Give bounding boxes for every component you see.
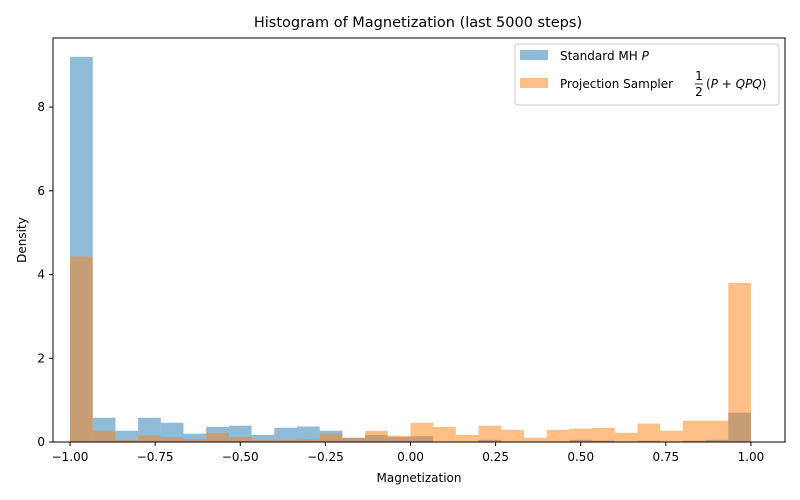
series-1-bar-10	[297, 426, 320, 442]
x-tick-label: 0.75	[652, 450, 679, 464]
y-axis-label: Density	[15, 217, 29, 263]
y-tick-label: 8	[37, 100, 45, 114]
series-2-bar-14	[387, 435, 411, 442]
legend-standard-mh-symbol: P	[642, 49, 650, 63]
y-tick-label: 6	[37, 184, 45, 198]
x-tick-label: −0.50	[222, 450, 259, 464]
series-2-bar-1	[92, 430, 116, 442]
series-2-bar-5	[183, 439, 207, 442]
series-2-bar-21	[546, 429, 570, 442]
legend-formula-open: (	[706, 77, 711, 91]
series-2-bar-18	[478, 425, 502, 442]
x-tick-label: 1.00	[738, 450, 765, 464]
legend-fraction-denominator: 2	[695, 85, 703, 99]
series-2-bar-2	[115, 439, 139, 442]
series-2-bar-22	[569, 428, 593, 442]
series-2-bar-15	[410, 422, 434, 442]
y-tick-label: 2	[37, 351, 45, 365]
series-2-bar-19	[501, 429, 524, 442]
y-tick-label: 0	[37, 435, 45, 449]
series-2-bars	[70, 256, 751, 442]
chart-title: Histogram of Magnetization (last 5000 st…	[254, 15, 582, 31]
legend-swatch-projection-sampler	[520, 78, 548, 88]
series-2-bar-10	[297, 439, 320, 442]
series-1-bar-8	[251, 434, 275, 442]
series-2-bar-3	[138, 435, 161, 442]
legend-projection-formula: 1 2 (P + QPQ)	[695, 69, 766, 99]
series-2-bar-17	[455, 434, 479, 442]
series-2-bar-24	[614, 432, 638, 442]
series-2-bar-4	[160, 436, 184, 442]
x-tick-label: −1.00	[52, 450, 89, 464]
series-2-bar-29	[728, 282, 751, 442]
series-2-bar-0	[70, 256, 93, 442]
series-2-bar-7	[228, 436, 252, 442]
series-1-bar-5	[183, 433, 207, 442]
legend-fraction-numerator: 1	[695, 69, 703, 83]
legend-formula-p: P	[711, 77, 719, 91]
legend-box	[514, 43, 780, 106]
series-2-bar-8	[251, 439, 275, 442]
series-2-bar-26	[660, 430, 683, 442]
legend-formula-qpq: QPQ	[736, 77, 762, 91]
series-2-bar-12	[342, 437, 366, 442]
legend-standard-mh-prefix: Standard MH	[560, 49, 642, 63]
series-1-bar-2	[115, 430, 139, 442]
x-tick-label: 0.00	[397, 450, 424, 464]
legend-swatch-standard-mh	[520, 50, 548, 60]
series-2-bar-16	[433, 426, 456, 442]
x-tick-label: 0.25	[482, 450, 509, 464]
series-2-bar-13	[365, 430, 388, 442]
plot-frame	[52, 37, 786, 443]
y-axis-ticks: 0 2 4 6 8	[37, 100, 53, 449]
x-axis-label: Magnetization	[377, 471, 462, 485]
series-1-bar-9	[274, 427, 298, 442]
x-axis-ticks: −1.00 −0.75 −0.50 −0.25 0.00 0.25 0.50 0.75 1.00	[52, 442, 765, 464]
bars-group	[70, 56, 751, 443]
series-2-bar-20	[523, 437, 547, 442]
series-2-bar-28	[705, 420, 729, 442]
legend: Standard MH P Projection Sampler 1 2 (P …	[514, 43, 780, 106]
legend-formula-close: )	[762, 77, 767, 91]
series-2-bar-6	[206, 432, 229, 442]
legend-formula-plus: +	[718, 77, 736, 91]
x-tick-label: 0.50	[567, 450, 594, 464]
y-tick-label: 4	[37, 268, 45, 282]
series-2-bar-11	[319, 433, 343, 442]
legend-formula-text: (P + QPQ)	[706, 77, 766, 91]
legend-label-projection-sampler: Projection Sampler	[560, 77, 673, 91]
series-2-bar-23	[592, 427, 615, 442]
series-2-bar-9	[274, 439, 298, 442]
legend-label-standard-mh: Standard MH P	[560, 49, 650, 63]
series-2-bar-27	[682, 420, 706, 442]
series-2-bar-25	[637, 423, 661, 442]
x-tick-label: −0.75	[137, 450, 174, 464]
x-tick-label: −0.25	[307, 450, 344, 464]
